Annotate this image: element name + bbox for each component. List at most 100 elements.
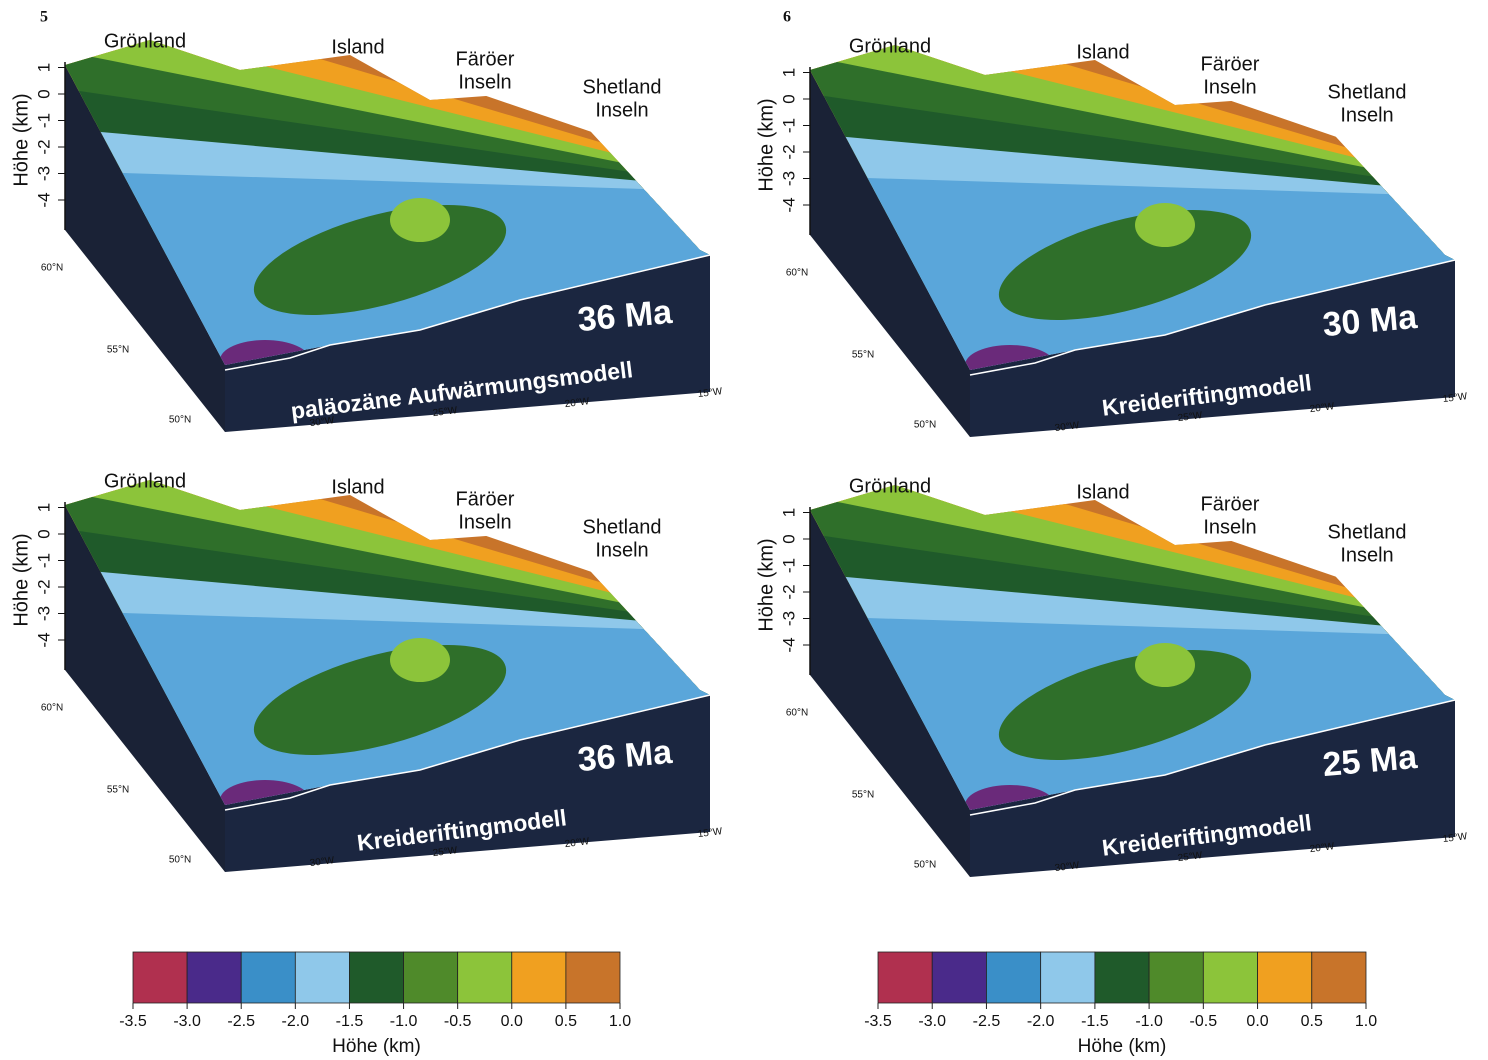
colorbar-tick-label: -2.5	[973, 1013, 1001, 1030]
lon-label: 30°W	[1054, 860, 1080, 874]
colorbar-tick-label: -1.5	[1081, 1013, 1109, 1030]
place-label: Shetland	[1328, 521, 1407, 543]
colorbar-swatch	[878, 952, 932, 1003]
place-label: Grönland	[849, 475, 931, 497]
place-label: Shetland	[583, 76, 662, 98]
place-label: Inseln	[458, 511, 511, 533]
z-tick-label: 0	[34, 89, 53, 98]
z-tick-label: -2	[34, 139, 53, 154]
lat-label: 50°N	[169, 415, 191, 426]
colorbar-tick-label: -1.5	[336, 1013, 364, 1030]
z-tick-label: -2	[779, 584, 798, 599]
z-tick-label: 1	[34, 503, 53, 512]
lon-label: 20°W	[1309, 401, 1335, 415]
colorbar-tick-label: -3.5	[119, 1013, 147, 1030]
lat-label: 60°N	[41, 263, 63, 274]
place-label: Island	[331, 36, 384, 58]
colorbar-swatch	[1258, 952, 1312, 1003]
place-label: Island	[1076, 41, 1129, 63]
place-label: Grönland	[849, 35, 931, 57]
colorbar-swatch	[241, 952, 295, 1003]
place-label: Färöer	[1201, 53, 1260, 75]
z-axis-title: Höhe (km)	[10, 533, 32, 626]
z-tick-label: -1	[34, 113, 53, 128]
lon-label: 30°W	[1054, 420, 1080, 434]
lon-label: 15°W	[1442, 391, 1468, 405]
lat-label: 60°N	[786, 708, 808, 719]
lon-label: 20°W	[564, 836, 590, 850]
lon-label: 15°W	[697, 386, 723, 400]
lat-label: 55°N	[107, 345, 129, 356]
lat-label: 55°N	[852, 350, 874, 361]
z-tick-label: 0	[34, 529, 53, 538]
place-label: Grönland	[104, 30, 186, 52]
lat-label: 60°N	[41, 703, 63, 714]
z-tick-label: 1	[779, 68, 798, 77]
lon-label: 25°W	[1177, 410, 1203, 424]
lon-label: 15°W	[1442, 831, 1468, 845]
z-tick-label: -4	[779, 197, 798, 212]
colorbar-swatch	[1203, 952, 1257, 1003]
lon-label: 25°W	[432, 845, 458, 859]
z-tick-label: 0	[779, 94, 798, 103]
colorbar-swatch	[512, 952, 566, 1003]
terrain-peak	[1135, 643, 1195, 687]
colorbar-swatch	[1095, 952, 1149, 1003]
z-tick-label: -3	[779, 171, 798, 186]
colorbar-swatch	[932, 952, 986, 1003]
colorbar-swatch	[295, 952, 349, 1003]
z-tick-label: -4	[34, 632, 53, 647]
figure: 5 6 GrönlandIslandFäröerInselnShetlandIn…	[0, 0, 1488, 1060]
colorbar-swatch	[566, 952, 620, 1003]
terrain-peak	[390, 638, 450, 682]
colorbar-tick-label: -1.0	[390, 1013, 418, 1030]
colorbar-tick-label: 1.0	[1355, 1013, 1377, 1030]
colorbar-swatch	[187, 952, 241, 1003]
lat-label: 55°N	[852, 790, 874, 801]
z-tick-label: -3	[34, 166, 53, 181]
colorbar-swatch	[404, 952, 458, 1003]
place-label: Shetland	[1328, 81, 1407, 103]
colorbar-swatch	[986, 952, 1040, 1003]
colorbar-tick-label: 1.0	[609, 1013, 631, 1030]
place-label: Inseln	[595, 539, 648, 561]
colorbar-tick-label: 0.5	[555, 1013, 577, 1030]
place-label: Shetland	[583, 516, 662, 538]
colorbar-tick-label: 0.0	[501, 1013, 523, 1030]
colorbar-tick-label: 0.0	[1246, 1013, 1268, 1030]
lon-label: 15°W	[697, 826, 723, 840]
z-tick-label: -2	[779, 144, 798, 159]
place-label: Island	[1076, 481, 1129, 503]
colorbar-swatch	[349, 952, 403, 1003]
colorbar-tick-label: 0.5	[1301, 1013, 1323, 1030]
place-label: Island	[331, 476, 384, 498]
colorbar-swatch	[1041, 952, 1095, 1003]
z-tick-label: 1	[779, 508, 798, 517]
z-tick-label: 1	[34, 63, 53, 72]
colorbar-tick-label: -3.0	[918, 1013, 946, 1030]
z-tick-label: -3	[34, 606, 53, 621]
colorbar-swatch	[1149, 952, 1203, 1003]
place-label: Inseln	[458, 71, 511, 93]
colorbar-swatch	[1312, 952, 1366, 1003]
place-label: Inseln	[1203, 76, 1256, 98]
place-label: Färöer	[1201, 493, 1260, 515]
place-label: Inseln	[595, 99, 648, 121]
lat-label: 50°N	[914, 860, 936, 871]
z-tick-label: -1	[779, 558, 798, 573]
colorbar-tick-label: -0.5	[444, 1013, 472, 1030]
colorbar-tick-label: -0.5	[1190, 1013, 1218, 1030]
z-axis-title: Höhe (km)	[10, 93, 32, 186]
terrain-block: GrönlandIslandFäröerInselnShetlandInseln…	[0, 0, 771, 432]
colorbar-swatch	[133, 952, 187, 1003]
place-label: Inseln	[1203, 516, 1256, 538]
lat-label: 50°N	[169, 855, 191, 866]
colorbar-title: Höhe (km)	[332, 1036, 421, 1057]
z-tick-label: -2	[34, 579, 53, 594]
figure-number: 6	[783, 9, 791, 26]
terrain-peak	[1135, 203, 1195, 247]
colorbar-swatch	[458, 952, 512, 1003]
colorbar-tick-label: -2.5	[227, 1013, 255, 1030]
